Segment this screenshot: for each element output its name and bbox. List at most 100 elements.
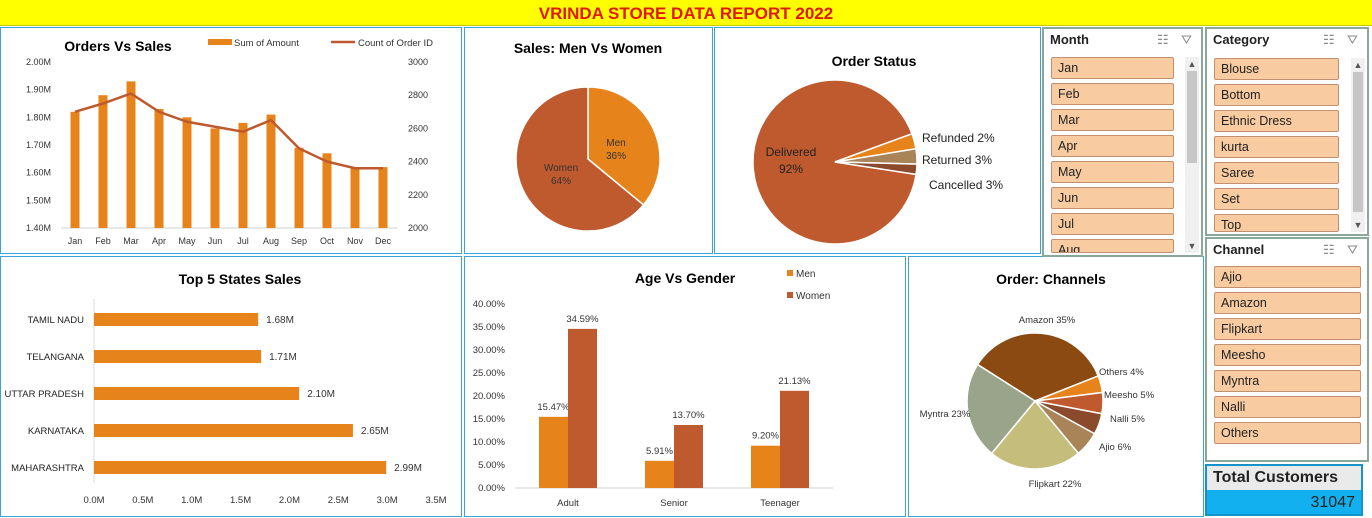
clear-filter-icon[interactable]: ⛛ [1347,242,1358,257]
y-right-tick-label: 2200 [408,190,428,200]
y-tick-label: 20.00% [473,391,506,402]
channel-label-myntra: Myntra 23% [920,409,971,420]
legend-swatch-men [787,270,793,276]
orders-vs-sales-panel: Orders Vs Sales Sum of Amount Count of Ord… [0,27,462,254]
chart-title: Top 5 States Sales [179,271,302,287]
bar-value-label: 13.70% [672,410,705,421]
channel-slicer-item[interactable]: Meesho [1214,344,1361,366]
x-tick-label: 2.0M [279,495,300,506]
sales-bar [182,117,192,228]
channel-slicer-item[interactable]: Nalli [1214,396,1361,418]
bar-value-label: 5.91% [646,446,673,457]
category-slicer-item[interactable]: Top [1214,214,1339,232]
men-bar [645,460,674,488]
scroll-thumb[interactable] [1187,71,1197,163]
channel-slicer-item[interactable]: Flipkart [1214,318,1361,340]
category-slicer-item[interactable]: Blouse [1214,58,1339,80]
y-left-tick-label: 2.00M [26,57,51,67]
bar-value-label: 21.13% [778,376,811,387]
month-slicer-item[interactable]: Aug [1051,239,1174,253]
order-channels-panel: Order: Channels Amazon 35% Others 4% Meesho… [908,256,1204,517]
slice-pct-men: 36% [606,151,626,162]
legend-label-men: Men [796,269,815,280]
chart-title: Order: Channels [996,271,1106,287]
state-label: MAHARASHTRA [11,463,85,474]
channel-slicer-item[interactable]: Others [1214,422,1361,444]
x-tick-label: Adult [557,498,579,509]
sales-bar [238,122,248,228]
channel-slicer: Channel ☷ ⛛ Ajio Amazon Flipkart Meesho Myntra N… [1205,237,1369,462]
total-customers-value: 31047 [1310,494,1356,511]
multi-select-icon[interactable]: ☷ [1157,32,1169,47]
month-slicer-item[interactable]: Jan [1051,57,1174,79]
month-slicer: Month ☷ ⛛ Jan Feb Mar Apr May Jun Jul Aug ▲ ▼ [1042,27,1203,257]
clear-filter-icon[interactable]: ⛛ [1347,32,1358,47]
channel-slicer-item[interactable]: Amazon [1214,292,1361,314]
month-slicer-item[interactable]: May [1051,161,1174,183]
age-vs-gender-chart: Age Vs Gender Men Women 0.00% 5.00% 10.00% 15.… [473,269,833,509]
y-tick-label: 10.00% [473,437,506,448]
state-bar [94,387,300,400]
gender-pie-slice-men [587,86,661,206]
x-tick-label: Dec [375,236,392,246]
scroll-down-icon[interactable]: ▼ [1187,241,1197,251]
x-tick-label: Apr [152,236,166,246]
state-bar [94,313,259,326]
scroll-thumb[interactable] [1353,72,1363,212]
month-slicer-scrollbar[interactable]: ▲ ▼ [1185,57,1199,253]
category-slicer-item[interactable]: Bottom [1214,84,1339,106]
y-right-tick-label: 2600 [408,123,428,133]
month-slicer-item[interactable]: Apr [1051,135,1174,157]
y-right-tick-label: 2800 [408,90,428,100]
x-tick-label: Jan [68,236,83,246]
category-slicer-item[interactable]: Ethnic Dress [1214,110,1339,132]
state-value-label: 1.68M [266,315,294,326]
multi-select-icon[interactable]: ☷ [1323,32,1335,47]
y-left-tick-label: 1.80M [26,112,51,122]
channel-label-flipkart: Flipkart 22% [1029,479,1082,490]
men-bar [751,445,780,488]
y-tick-label: 25.00% [473,368,506,379]
women-bar [674,424,703,488]
bar-value-label: 9.20% [752,431,779,442]
sales-bar [350,167,360,228]
orders-vs-sales-chart: Orders Vs Sales Sum of Amount Count of Ord… [26,38,433,246]
x-tick-label: Feb [95,236,111,246]
month-slicer-item[interactable]: Mar [1051,109,1174,131]
month-slicer-item[interactable]: Jun [1051,187,1174,209]
slice-label-delivered: Delivered [766,145,817,159]
category-slicer-item[interactable]: kurta [1214,136,1339,158]
y-left-tick-label: 1.90M [26,85,51,95]
channel-slicer-item[interactable]: Myntra [1214,370,1361,392]
total-customers-card: Total Customers 31047 [1205,464,1363,516]
scroll-up-icon[interactable]: ▲ [1353,60,1363,70]
state-label: UTTAR PRADESH [4,389,84,400]
y-tick-label: 40.00% [473,299,506,310]
channel-slicer-item[interactable]: Ajio [1214,266,1361,288]
category-slicer-title: Category [1213,32,1270,47]
gender-pie-slice-women [515,86,645,232]
channel-pie-slice-flipkart [990,399,1080,470]
report-title: VRINDA STORE DATA REPORT 2022 [0,0,1372,26]
month-slicer-item[interactable]: Feb [1051,83,1174,105]
women-bar [568,328,597,488]
order-channels-chart: Order: Channels Amazon 35% Others 4% Meesho… [920,271,1155,490]
x-tick-label: Aug [263,236,279,246]
top-states-panel: Top 5 States Sales TAMIL NADU 1.68M TELANGA… [0,256,462,517]
x-tick-label: 3.5M [425,495,446,506]
scroll-up-icon[interactable]: ▲ [1187,59,1197,69]
men-vs-women-chart: Sales: Men Vs Women Men 36% Women 64% [514,40,662,232]
state-value-label: 1.71M [269,352,297,363]
category-slicer-item[interactable]: Set [1214,188,1339,210]
x-tick-label: Nov [347,236,364,246]
status-pie-slice-refunded [834,161,918,176]
clear-filter-icon[interactable]: ⛛ [1181,32,1192,47]
scroll-down-icon[interactable]: ▼ [1353,220,1363,230]
month-slicer-item[interactable]: Jul [1051,213,1174,235]
y-tick-label: 30.00% [473,345,506,356]
multi-select-icon[interactable]: ☷ [1323,242,1335,257]
category-slicer-scrollbar[interactable]: ▲ ▼ [1351,58,1365,232]
category-slicer-item[interactable]: Saree [1214,162,1339,184]
state-label: TAMIL NADU [28,315,85,326]
x-tick-label: 3.0M [377,495,398,506]
